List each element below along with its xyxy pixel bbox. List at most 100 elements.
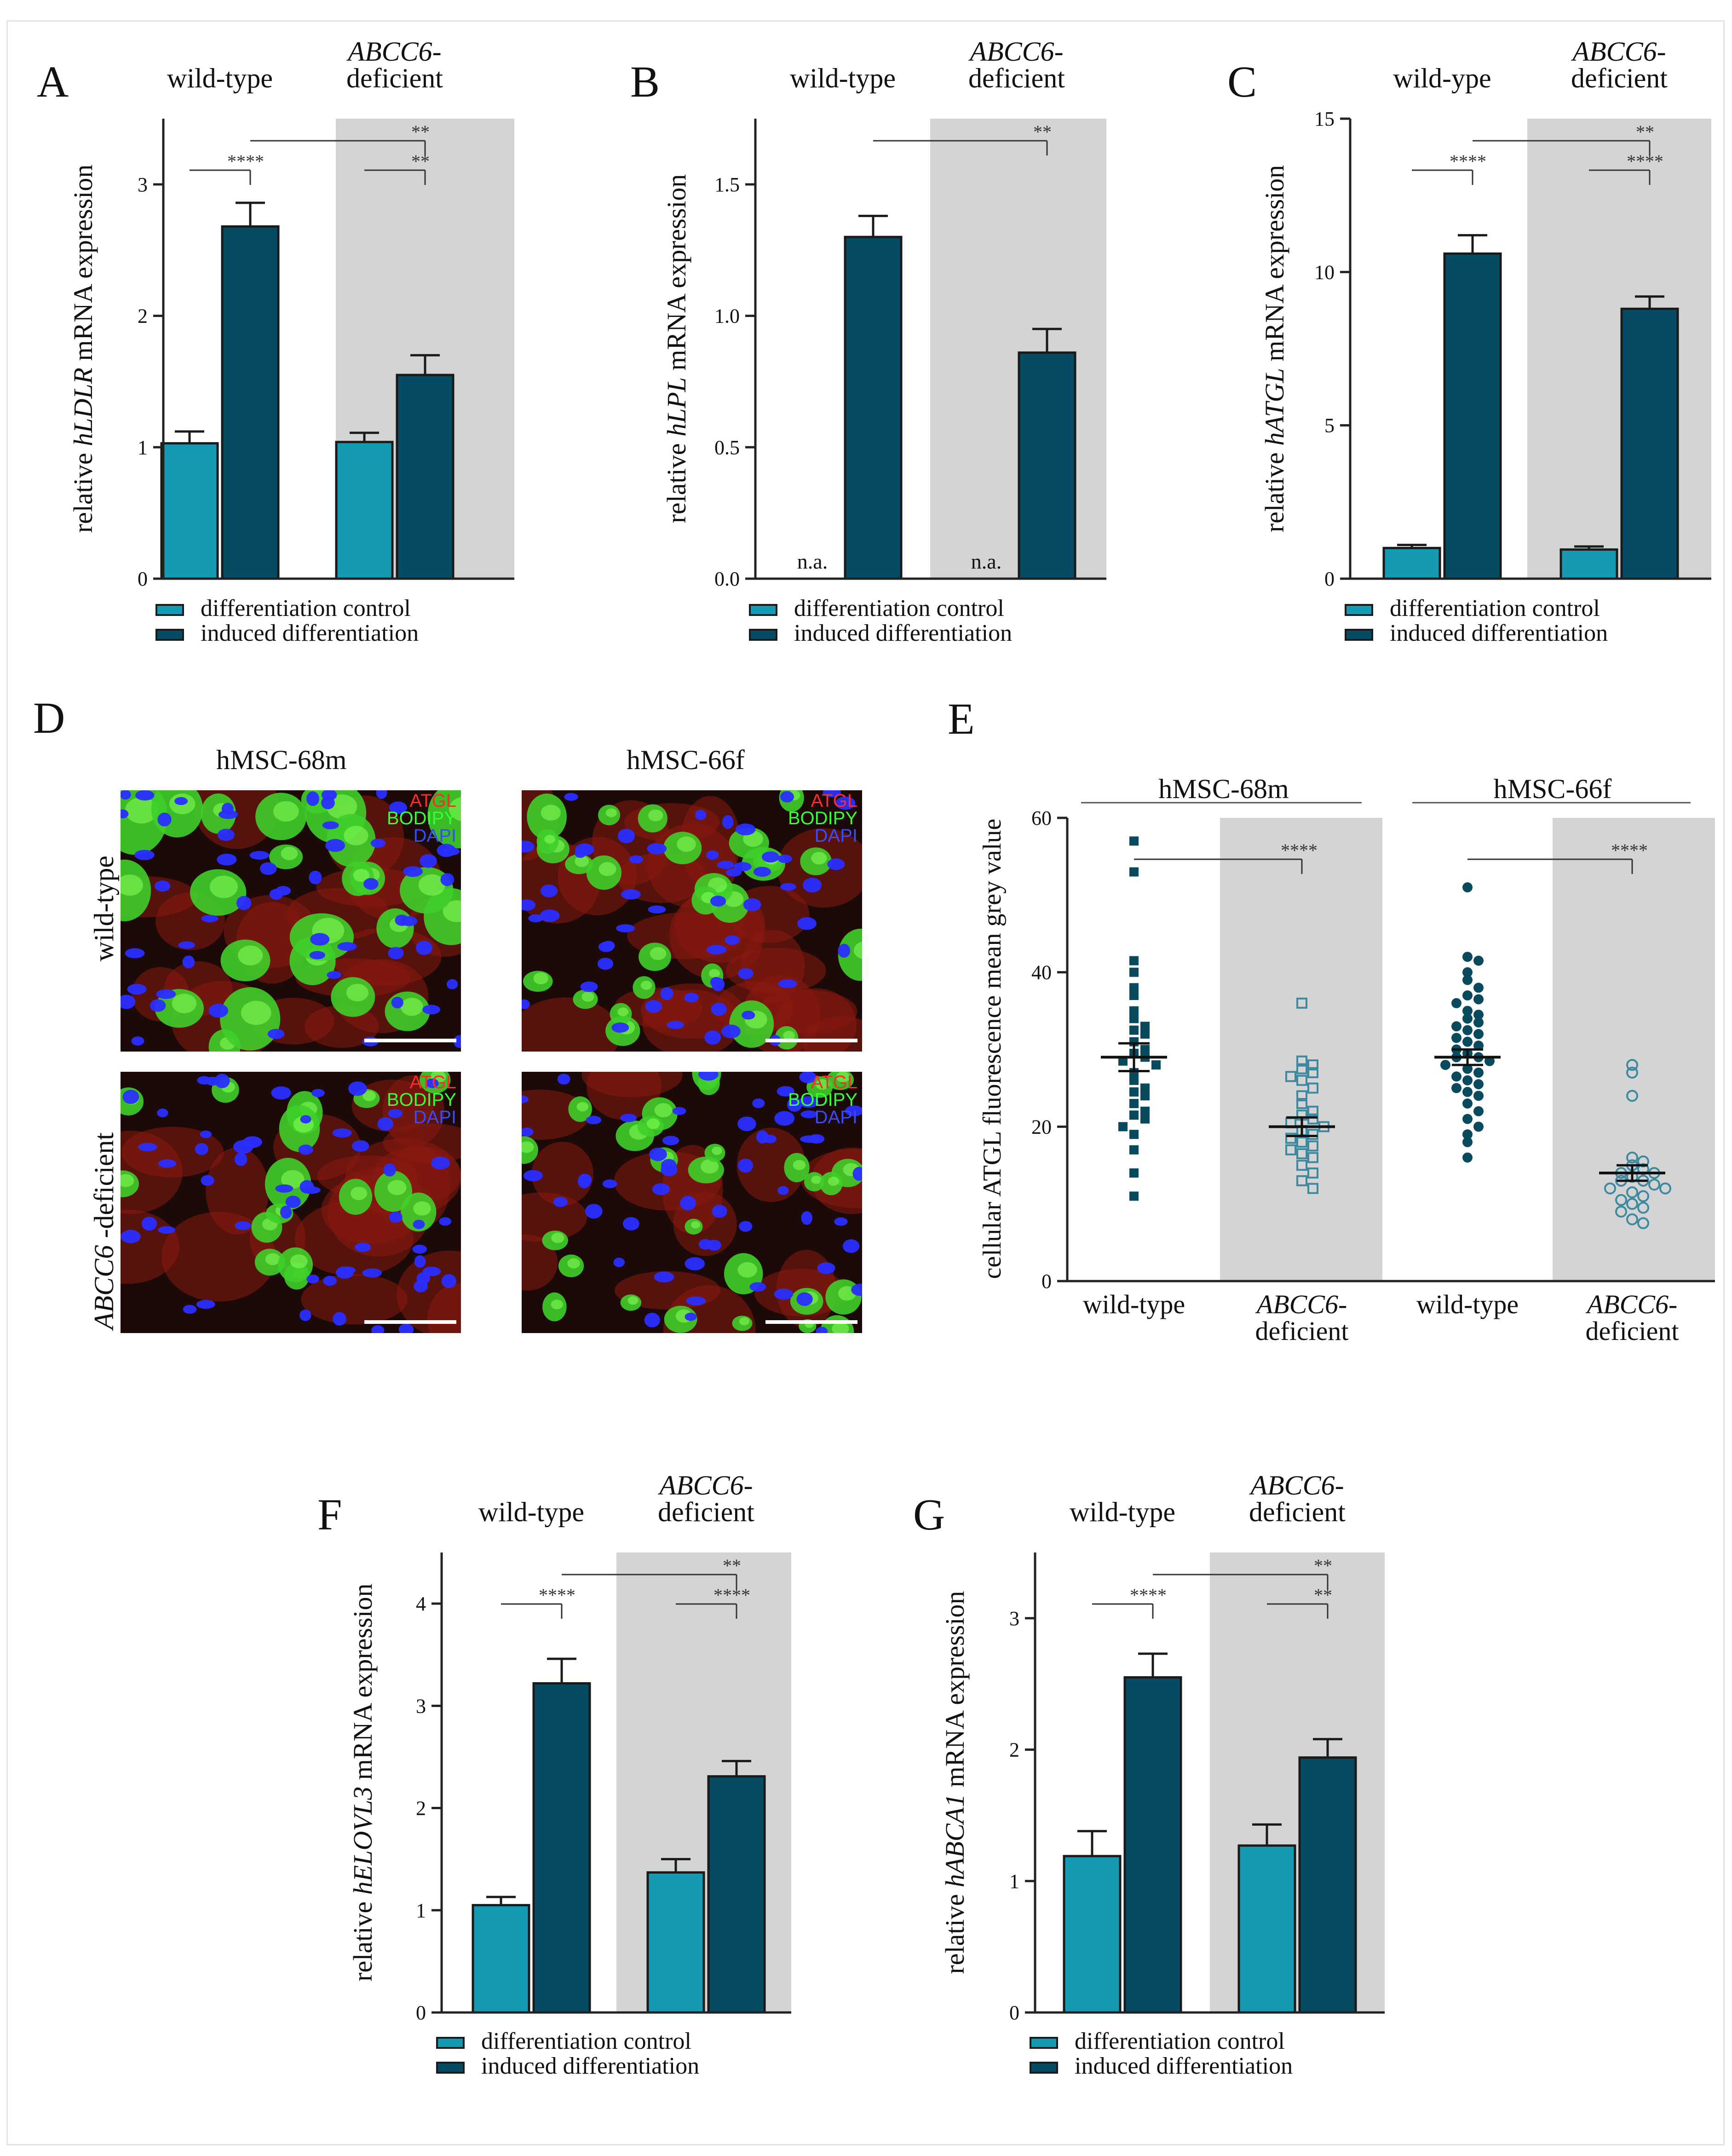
panel-F-legend-label-0: differentiation control <box>481 2028 691 2054</box>
dapi-nucleus <box>182 955 195 969</box>
dapi-nucleus <box>684 993 699 1002</box>
dapi-nucleus <box>285 1196 301 1208</box>
panel-E-point-1-20 <box>1285 1144 1296 1156</box>
dapi-nucleus <box>388 947 404 960</box>
bodipy-highlight <box>522 1141 534 1153</box>
panel-E-point-0-1 <box>1129 867 1139 877</box>
panel-E-point-2-12 <box>1473 1017 1484 1028</box>
panel-E-point-0-9 <box>1129 1025 1139 1035</box>
panel-C-ylabel: relative hATGL mRNA expression <box>1260 165 1289 533</box>
dapi-nucleus <box>437 844 456 857</box>
panel-E-point-0-23 <box>1140 1106 1150 1116</box>
panel-E-point-0-18 <box>1129 1075 1139 1085</box>
dapi-nucleus <box>780 883 796 891</box>
dapi-nucleus <box>309 870 322 885</box>
panel-E-point-2-39 <box>1462 1152 1473 1163</box>
bodipy-highlight <box>677 836 696 852</box>
dapi-nucleus <box>736 823 756 835</box>
panel-B-group-1-label-gene: ABCC6- <box>968 36 1063 67</box>
dapi-nucleus <box>309 951 325 960</box>
panel-E-point-2-31 <box>1462 1087 1473 1097</box>
bodipy-highlight <box>273 801 299 822</box>
panel-E-point-0-6 <box>1129 1006 1139 1016</box>
panel-C-bar-1-1 <box>1620 307 1679 580</box>
micro-row-label-1: wild-type <box>89 856 119 961</box>
dapi-nucleus <box>577 1173 591 1189</box>
dapi-nucleus <box>217 828 235 841</box>
panel-E-point-3-22 <box>1637 1217 1649 1230</box>
panel-E-xlabel-gene-1: ABCC6- <box>1255 1289 1347 1319</box>
dapi-nucleus <box>420 854 437 868</box>
dapi-nucleus <box>706 944 727 954</box>
panel-E-point-3-20 <box>1615 1205 1627 1218</box>
bodipy-highlight <box>617 1007 629 1017</box>
panel-E-letter: E <box>948 694 975 743</box>
dapi-nucleus <box>780 791 794 803</box>
dapi-nucleus <box>777 1086 794 1097</box>
dapi-nucleus <box>325 839 345 852</box>
panel-E-point-3-4 <box>1637 1155 1649 1167</box>
dapi-nucleus <box>275 886 291 896</box>
dapi-nucleus <box>333 1312 346 1326</box>
bodipy-highlight <box>241 1000 271 1025</box>
panel-E-point-2-1 <box>1462 952 1473 962</box>
dapi-nucleus <box>557 1074 570 1085</box>
panel-E-point-2-35 <box>1462 1114 1473 1124</box>
stain-label-bodipy: BODIPY <box>788 808 857 828</box>
bodipy-highlight <box>533 972 548 984</box>
stain-legend: ATGL BODIPY DAPI <box>387 1073 456 1127</box>
micro-row-label-2: ABCC6 -deficient <box>89 1132 119 1329</box>
panel-B-group-1-label-rest: deficient <box>968 63 1065 93</box>
dapi-nucleus <box>777 1186 789 1195</box>
panel-E-point-3-14 <box>1659 1182 1671 1195</box>
panel-E-point-1-16 <box>1307 1129 1318 1140</box>
bodipy-highlight <box>125 797 158 824</box>
panel-F-sig-label-1: ** <box>723 1555 741 1576</box>
dapi-nucleus <box>620 1114 637 1122</box>
panel-B-legend-swatch-0 <box>749 604 777 616</box>
panel-B-na-label-0: n.a. <box>797 550 828 573</box>
dapi-nucleus <box>717 861 734 869</box>
atgl-stain <box>206 1147 269 1235</box>
panel-B-group-0-label: wild-type <box>790 63 896 93</box>
dapi-nucleus <box>377 1117 394 1131</box>
panel-E-point-1-9 <box>1296 1098 1307 1109</box>
panel-C-sig-label-0: **** <box>1450 151 1486 172</box>
dapi-nucleus <box>621 889 641 900</box>
micrograph-image <box>522 1072 862 1333</box>
panel-C-bar-0-0 <box>1382 546 1441 580</box>
dapi-nucleus <box>774 1288 794 1300</box>
panel-C-group-1-label-gene: ABCC6- <box>1571 36 1666 67</box>
panel-E-point-1-4 <box>1307 1067 1318 1078</box>
dapi-nucleus <box>414 1255 426 1268</box>
panel-E-point-3-21 <box>1626 1213 1638 1225</box>
panel-C-ytick-label-3: 15 <box>1314 108 1335 130</box>
panel-G-sig-label-1: ** <box>1314 1555 1332 1576</box>
dapi-nucleus <box>799 1096 819 1108</box>
dapi-nucleus <box>121 1230 141 1243</box>
panel-F-sig-label-2: **** <box>714 1585 750 1605</box>
dapi-nucleus <box>446 979 458 989</box>
dapi-nucleus <box>816 1327 828 1333</box>
bodipy-highlight <box>581 991 594 1002</box>
atgl-stain <box>522 997 621 1052</box>
panel-F-bar-1-1 <box>707 1775 766 2014</box>
atgl-stain <box>121 1131 183 1214</box>
dapi-nucleus <box>799 1072 817 1083</box>
bodipy-highlight <box>712 1146 722 1155</box>
dapi-nucleus <box>611 1022 629 1033</box>
dapi-nucleus <box>817 1262 835 1274</box>
panel-B-bar-1-1 <box>1018 351 1076 580</box>
atgl-stain <box>522 1192 587 1242</box>
panel-E-title-1: hMSC-66f <box>1494 774 1612 804</box>
bodipy-highlight <box>816 1079 829 1090</box>
dapi-nucleus <box>322 821 339 829</box>
bodipy-highlight <box>281 1170 305 1189</box>
panel-F-ytick-label-3: 3 <box>416 1695 426 1717</box>
dapi-nucleus <box>431 1156 450 1170</box>
panel-G-sig-label-0: **** <box>1130 1585 1167 1605</box>
panel-E-point-2-13 <box>1451 1021 1462 1032</box>
panel-A-bar-1-1 <box>396 374 455 580</box>
dapi-nucleus <box>138 1143 157 1152</box>
dapi-nucleus <box>802 878 822 893</box>
